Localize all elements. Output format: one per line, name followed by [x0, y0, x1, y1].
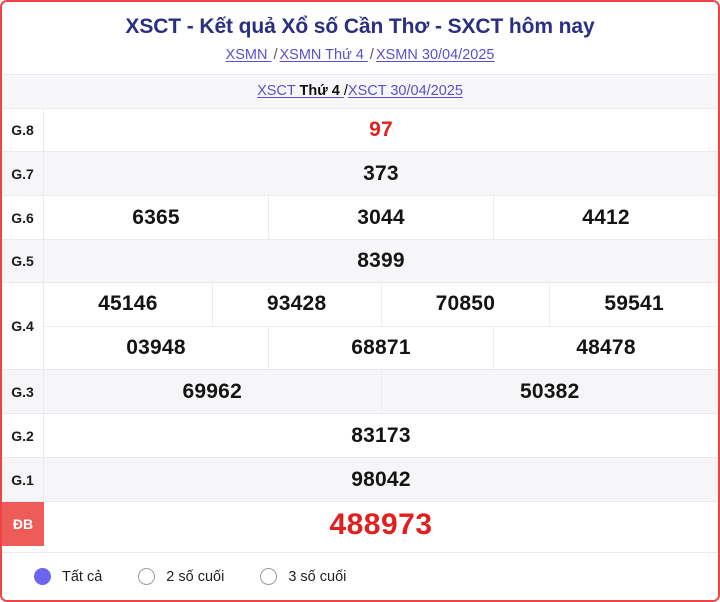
results-table: G.8 97 G.7 373 G.6 6365 3044 4412	[2, 109, 718, 552]
prize-number[interactable]: 4412	[582, 205, 630, 229]
prize-number[interactable]: 3044	[269, 196, 494, 240]
table-row: G.7 373	[2, 152, 718, 197]
prize-subrow: 83173	[44, 414, 718, 457]
prize-label: G.4	[2, 283, 44, 370]
prize-subrow: 69962 50382	[44, 370, 718, 414]
radio-icon-unselected[interactable]	[138, 568, 156, 585]
breadcrumb-link-xsmn-weekday[interactable]: XSMN Thứ 4	[279, 47, 368, 64]
radio-option-last-2[interactable]: 2 số cuối	[138, 568, 224, 585]
breadcrumb-separator: /	[273, 47, 278, 64]
prize-label: G.3	[2, 370, 44, 414]
prize-label-special: ĐB	[2, 502, 44, 547]
prize-number[interactable]: 98042	[351, 467, 411, 491]
prize-values: 8399	[44, 240, 718, 282]
page-header: XSCT - Kết quả Xổ số Cần Thơ - SXCT hôm …	[2, 2, 718, 76]
prize-subrow: 03948 68871 48478	[44, 325, 718, 370]
table-row: G.8 97	[2, 109, 718, 153]
digit-filter-group: Tất cả 2 số cuối 3 số cuối	[2, 552, 718, 600]
table-row: G.6 6365 3044 4412	[2, 196, 718, 241]
prize-label: G.8	[2, 109, 44, 152]
breadcrumb-secondary: XSCT Thứ 4 /XSCT 30/04/2025	[2, 75, 718, 110]
breadcrumb-link-xsmn[interactable]: XSMN	[225, 47, 272, 64]
radio-label: 3 số cuối	[288, 568, 347, 585]
table-row: G.4 45146 93428 70850 59541 03948 68871 …	[2, 283, 718, 371]
breadcrumb-link-xsct-date[interactable]: XSCT 30/04/2025	[347, 83, 463, 100]
prize-number-special[interactable]: 488973	[329, 508, 433, 542]
prize-number[interactable]: 83173	[351, 423, 411, 447]
prize-number[interactable]: 50382	[520, 379, 580, 403]
prize-number[interactable]: 6365	[44, 196, 269, 240]
breadcrumb-separator: /	[343, 83, 348, 100]
table-row: ĐB 488973	[2, 502, 718, 547]
prize-subrow: 45146 93428 70850 59541	[44, 283, 718, 326]
prize-subrow: 8399	[44, 240, 718, 282]
prize-values: 373	[44, 152, 718, 195]
radio-icon-unselected[interactable]	[260, 568, 278, 585]
prize-values: 97	[44, 109, 718, 151]
radio-label: Tất cả	[62, 568, 103, 585]
prize-subrow: 6365 3044 4412	[44, 196, 718, 240]
prize-subrow: 97	[44, 109, 718, 151]
prize-values: 45146 93428 70850 59541 03948 68871 4847…	[44, 283, 718, 370]
prize-number[interactable]: 93428	[213, 283, 382, 326]
breadcrumb-separator: /	[369, 47, 374, 64]
prize-subrow: 488973	[44, 502, 718, 548]
prize-values: 83173	[44, 414, 718, 457]
prize-number[interactable]: 45146	[44, 283, 213, 326]
breadcrumb-primary: XSMN / XSMN Thứ 4 /XSMN 30/04/2025	[12, 46, 708, 65]
page-title: XSCT - Kết quả Xổ số Cần Thơ - SXCT hôm …	[125, 15, 595, 38]
prize-number[interactable]: 69962	[44, 370, 382, 414]
prize-number[interactable]: 59541	[604, 292, 664, 316]
prize-label: G.6	[2, 196, 44, 240]
radio-option-last-3[interactable]: 3 số cuối	[260, 568, 346, 585]
table-row: G.2 83173	[2, 414, 718, 459]
prize-number[interactable]: 03948	[44, 326, 269, 370]
breadcrumb-link-xsct-weekday[interactable]: XSCT Thứ 4	[257, 83, 344, 99]
radio-label: 2 số cuối	[166, 568, 225, 585]
breadcrumb-link-xsmn-date[interactable]: XSMN 30/04/2025	[375, 47, 495, 64]
prize-label: G.5	[2, 240, 44, 283]
prize-subrow: 373	[44, 152, 718, 195]
prize-number[interactable]: 68871	[269, 326, 494, 370]
prize-values: 98042	[44, 458, 718, 501]
prize-label: G.2	[2, 414, 44, 458]
prize-number[interactable]: 97	[369, 118, 393, 142]
breadcrumb-xsct-prefix: XSCT	[257, 83, 300, 100]
prize-values: 69962 50382	[44, 370, 718, 414]
table-row: G.5 8399	[2, 240, 718, 284]
prize-number[interactable]: 8399	[357, 249, 405, 273]
prize-number[interactable]: 373	[363, 161, 399, 185]
table-row: G.3 69962 50382	[2, 370, 718, 415]
prize-number[interactable]: 70850	[382, 283, 551, 326]
prize-values: 488973	[44, 502, 718, 546]
prize-subrow: 98042	[44, 458, 718, 501]
prize-label: G.1	[2, 458, 44, 502]
prize-label: G.7	[2, 152, 44, 196]
radio-icon-selected[interactable]	[34, 568, 51, 585]
table-row: G.1 98042	[2, 458, 718, 503]
radio-option-all[interactable]: Tất cả	[34, 568, 102, 585]
breadcrumb-xsct-weekday: Thứ 4	[299, 83, 344, 100]
prize-values: 6365 3044 4412	[44, 196, 718, 240]
prize-number[interactable]: 48478	[576, 335, 636, 359]
